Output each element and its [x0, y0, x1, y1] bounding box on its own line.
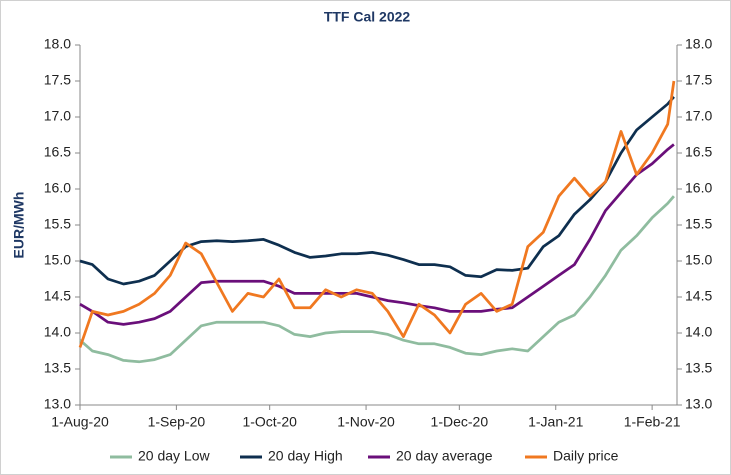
series-line	[78, 80, 676, 348]
y2-tick-label: 16.5	[685, 144, 712, 160]
legend-label: 20 day average	[396, 448, 493, 464]
legend-label: 20 day High	[268, 448, 343, 464]
y-tick-label: 17.5	[44, 72, 71, 88]
y-tick-label: 14.5	[44, 288, 71, 304]
series-line	[79, 143, 675, 326]
x-tick-label: 1-Nov-20	[337, 414, 395, 430]
y2-tick-label: 13.0	[685, 396, 712, 412]
y2-tick-label: 14.0	[685, 324, 712, 340]
x-tick-label: 1-Dec-20	[431, 414, 489, 430]
y-tick-label: 17.0	[44, 108, 71, 124]
y2-tick-label: 15.5	[685, 216, 712, 232]
y-tick-label: 18.0	[44, 36, 71, 52]
chart-title: TTF Cal 2022	[324, 9, 411, 25]
y2-tick-label: 15.0	[685, 252, 712, 268]
x-tick-label: 1-Sep-20	[148, 414, 206, 430]
y2-tick-label: 17.0	[685, 108, 712, 124]
y2-tick-label: 14.5	[685, 288, 712, 304]
y-tick-label: 16.5	[44, 144, 71, 160]
y-tick-label: 13.5	[44, 360, 71, 376]
y-tick-label: 15.0	[44, 252, 71, 268]
x-tick-label: 1-Aug-20	[51, 414, 109, 430]
y2-tick-label: 18.0	[685, 36, 712, 52]
y-tick-label: 13.0	[44, 396, 71, 412]
y-tick-label: 14.0	[44, 324, 71, 340]
y2-tick-label: 17.5	[685, 72, 712, 88]
y-tick-label: 15.5	[44, 216, 71, 232]
legend-label: Daily price	[553, 448, 619, 464]
y2-tick-label: 13.5	[685, 360, 712, 376]
legend-label: 20 day Low	[138, 448, 210, 464]
y2-tick-label: 16.0	[685, 180, 712, 196]
series-line	[79, 95, 675, 286]
x-tick-label: 1-Feb-21	[624, 414, 681, 430]
y-axis-label: EUR/MWh	[11, 192, 27, 259]
series-line	[79, 195, 675, 364]
y-tick-label: 16.0	[44, 180, 71, 196]
x-tick-label: 1-Oct-20	[242, 414, 297, 430]
x-tick-label: 1-Jan-21	[528, 414, 583, 430]
